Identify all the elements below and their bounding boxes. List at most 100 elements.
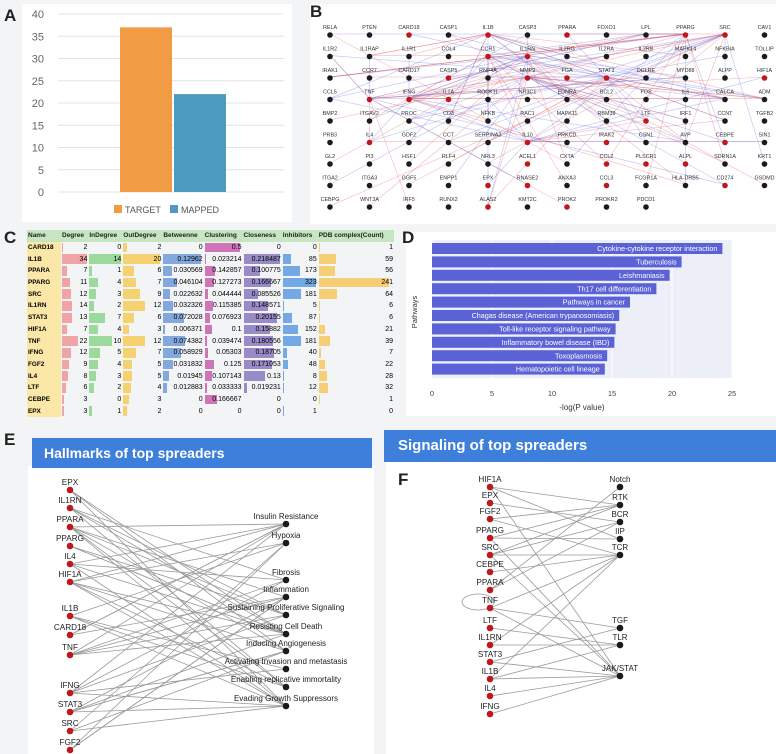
data-bar: [243, 371, 265, 381]
network-edge: [369, 98, 568, 207]
data-bar: [243, 266, 261, 276]
cell-value: 2: [157, 407, 162, 415]
data-bar: [204, 359, 214, 370]
table-cell: 0: [88, 394, 122, 406]
network-edge: [527, 33, 647, 56]
data-bar: [243, 324, 270, 335]
data-bar: [62, 347, 71, 358]
network-node: [524, 204, 531, 210]
edge: [489, 504, 621, 520]
data-bar: [243, 336, 274, 346]
data-bar: [123, 382, 131, 393]
network-node-label: CCL5: [323, 90, 337, 96]
edge: [489, 518, 621, 556]
table-cell: 5: [282, 300, 318, 312]
network-edge: [527, 33, 686, 142]
cell-value: 1: [389, 395, 393, 403]
network-node: [524, 182, 531, 189]
network-node: [327, 53, 333, 60]
network-node: [366, 32, 373, 38]
network-node: [722, 182, 728, 189]
network-edge: [527, 33, 686, 56]
cell-value: 9: [83, 360, 88, 368]
table-header-cell: Betweenne: [162, 230, 204, 242]
data-bar: [318, 324, 325, 335]
network-node-label: ITGAV2: [360, 111, 379, 117]
table-cell: 0: [282, 394, 318, 406]
gene-node: [486, 483, 494, 491]
network-node: [327, 96, 333, 103]
network-node-label: EPX: [483, 176, 494, 182]
data-bar: [89, 254, 121, 265]
data-bar: [62, 312, 72, 323]
network-edge: [487, 33, 686, 56]
gene-label: PPARG: [56, 534, 84, 543]
data-bar: [163, 254, 202, 265]
table-cell: 0.022632: [162, 288, 203, 300]
network-node: [445, 96, 452, 103]
target-label: TGF: [612, 616, 628, 625]
data-bar: [62, 371, 68, 381]
network-node: [564, 118, 570, 124]
cell-value: 0: [276, 407, 281, 415]
table-cell: 3: [122, 394, 162, 406]
table-cell: 0.072028: [162, 312, 203, 324]
network-node: [603, 118, 610, 124]
pathway-label: Toll-like receptor signaling pathway: [499, 325, 611, 334]
gene-label: EPX: [62, 478, 79, 487]
table-cell: 0.218487: [243, 253, 282, 265]
table-cell: 0.019231: [243, 382, 282, 394]
network-edge: [369, 55, 528, 121]
table-cell: 1: [88, 405, 122, 417]
network-node-label: LPL: [641, 25, 651, 31]
target-label: Evading Growth Suppressors: [234, 694, 338, 703]
cell-value: 22: [385, 360, 393, 368]
target-label: IIP: [615, 527, 625, 536]
network-node: [485, 139, 491, 146]
network-node: [722, 161, 728, 167]
table-row: CARD18 2 0 2 0 0.5 0 0 1: [27, 241, 394, 254]
network-node-label: ROCK1L: [477, 90, 499, 96]
cell-value: 152: [305, 325, 317, 333]
data-bar: [89, 336, 112, 346]
data-bar: [282, 371, 284, 381]
network-node: [406, 32, 412, 38]
data-bar: [123, 324, 129, 335]
data-bar: [89, 382, 94, 393]
network-node-label: ITGA2: [322, 176, 338, 182]
network-edge: [408, 33, 607, 78]
table-cell: 7: [318, 347, 394, 359]
network-edge: [408, 55, 528, 164]
data-bar: [123, 266, 135, 276]
cell-value: 0.006371: [173, 325, 203, 333]
cell-value: 5: [157, 360, 162, 368]
x-tick-label: 0: [430, 389, 434, 398]
data-bar: [318, 371, 327, 381]
gene-label: IL1RN: [58, 496, 81, 505]
table-row: TNF 22 10 12 0.074382 0.039474 0.180556 181 39: [27, 335, 394, 347]
pathway-bar: [432, 296, 630, 308]
data-bar: [89, 406, 92, 416]
table-cell: 0.031832: [162, 359, 203, 371]
cell-value: 0.039474: [212, 337, 242, 345]
network-node: [722, 75, 728, 81]
network-edge: [369, 76, 686, 99]
table-cell: 1: [282, 405, 318, 417]
network-node-label: WNT3A: [360, 197, 379, 203]
network-edge: [448, 33, 489, 121]
network-node: [682, 32, 689, 38]
table-row: CEBPE 3 0 3 0 0.166667 0 0 1: [27, 393, 394, 406]
edge: [69, 596, 287, 636]
network-node: [564, 53, 570, 60]
table-cell: 1: [318, 394, 394, 406]
network-node-label: IL1R2: [323, 47, 337, 53]
network-node-label: CASP1: [440, 25, 458, 31]
network-edge: [487, 76, 528, 207]
network-node-label: IRF1: [680, 111, 692, 117]
data-bar: [318, 301, 321, 311]
edge: [69, 523, 287, 656]
target-label: Sustaining Proliferative Signaling: [228, 603, 345, 612]
cell-value: 59: [385, 255, 393, 263]
target-label: TCR: [612, 543, 629, 552]
table-header-cell: InDegree: [88, 230, 123, 242]
